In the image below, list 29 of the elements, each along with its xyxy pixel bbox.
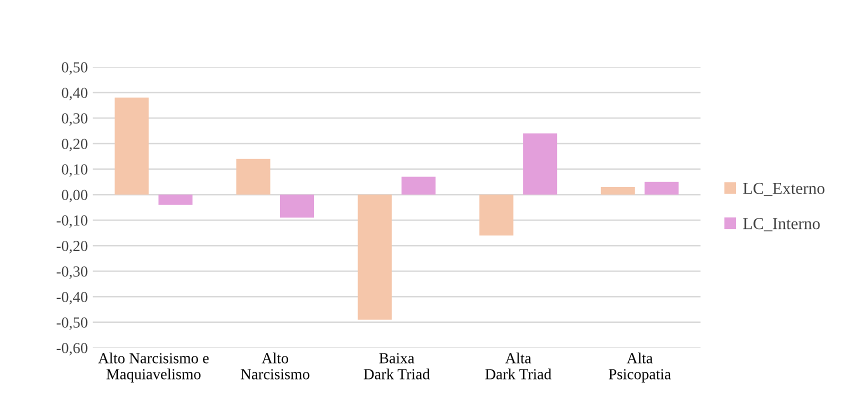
x-tick-label: Alta Dark Triad bbox=[485, 352, 552, 380]
bar bbox=[236, 158, 270, 195]
legend-label: LC_Interno bbox=[743, 218, 820, 232]
bar bbox=[479, 194, 514, 236]
x-tick-label: Alta Psicopatia bbox=[608, 352, 671, 382]
y-tick-label: 0,30 bbox=[62, 113, 88, 126]
x-tick-label: Alto Narcisismo e Maquiavelismo bbox=[98, 352, 209, 382]
y-tick-label: 0,40 bbox=[62, 88, 88, 100]
bar bbox=[402, 176, 436, 195]
y-tick-label: -0,60 bbox=[56, 342, 88, 356]
y-tick-label: 0,00 bbox=[62, 190, 88, 202]
legend-label: LC_Externo bbox=[743, 182, 824, 196]
y-tick-label: -0,40 bbox=[56, 292, 88, 304]
bar bbox=[158, 194, 192, 205]
bar bbox=[280, 194, 314, 218]
y-tick-label: -0,10 bbox=[56, 215, 88, 228]
y-tick-label: 0,10 bbox=[62, 164, 88, 177]
bar bbox=[600, 186, 635, 195]
bar bbox=[644, 182, 679, 195]
y-tick-label: -0,20 bbox=[56, 240, 88, 254]
bar bbox=[523, 133, 558, 195]
x-tick-label: Alto Narcisismo bbox=[240, 352, 310, 380]
bar bbox=[358, 194, 392, 320]
y-tick-label: 0,20 bbox=[62, 138, 88, 152]
y-tick-label: -0,30 bbox=[56, 266, 88, 279]
y-tick-label: -0,50 bbox=[56, 317, 88, 330]
bar bbox=[114, 98, 149, 195]
y-tick-label: 0,50 bbox=[62, 62, 88, 75]
x-tick-label: Baixa Dark Triad bbox=[364, 353, 430, 380]
